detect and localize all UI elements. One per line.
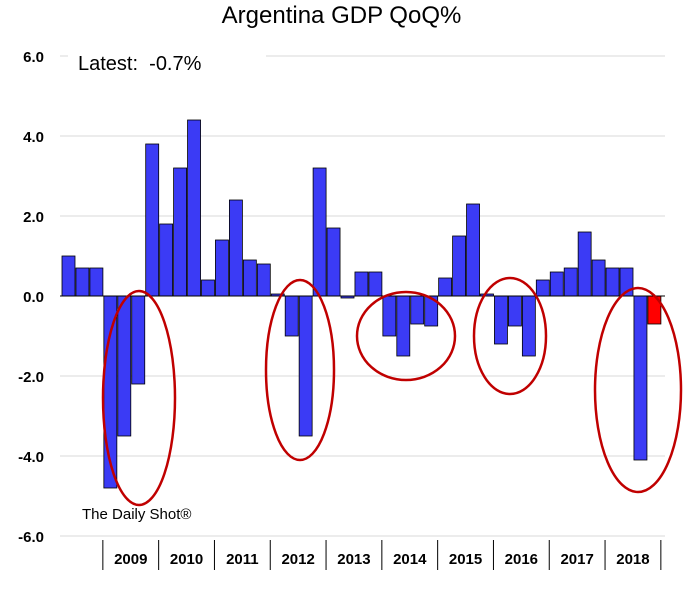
bar bbox=[173, 167, 188, 297]
highlight-circle bbox=[264, 278, 336, 462]
bar bbox=[563, 267, 578, 297]
bar bbox=[438, 277, 453, 297]
bar bbox=[633, 295, 648, 461]
year-label: 2009 bbox=[114, 551, 147, 568]
chart-title: Argentina GDP QoQ% bbox=[221, 2, 462, 29]
y-tick-label: 2.0 bbox=[23, 209, 44, 226]
bar bbox=[521, 295, 536, 357]
highlight-circle bbox=[472, 276, 548, 396]
highlight-circle bbox=[355, 290, 457, 382]
bar bbox=[535, 279, 550, 297]
bar bbox=[549, 271, 564, 297]
bar bbox=[242, 259, 257, 297]
latest-annotation: Latest: -0.7% bbox=[68, 48, 266, 80]
year-label: 2016 bbox=[505, 551, 538, 568]
year-label: 2017 bbox=[560, 551, 593, 568]
bar bbox=[577, 231, 592, 297]
bar bbox=[368, 271, 383, 297]
year-label: 2010 bbox=[170, 551, 203, 568]
bar bbox=[187, 119, 201, 297]
year-label: 2015 bbox=[449, 551, 482, 568]
bar bbox=[298, 295, 313, 437]
bars bbox=[61, 119, 662, 489]
watermark: The Daily Shot® bbox=[82, 506, 192, 523]
bar bbox=[396, 295, 411, 357]
bar bbox=[605, 267, 620, 297]
bar bbox=[507, 295, 522, 327]
bar bbox=[89, 267, 104, 297]
year-label: 2011 bbox=[226, 551, 259, 568]
bar bbox=[591, 259, 606, 297]
bar bbox=[410, 295, 425, 325]
highlight-circles bbox=[101, 276, 683, 507]
y-tick-label: 0.0 bbox=[23, 289, 44, 306]
axes: 6.0 4.0 2.0 0.0 -2.0 -4.0 -6.0 2009 2010 2011 2012… bbox=[18, 49, 665, 570]
year-label: 2014 bbox=[393, 551, 427, 568]
bar bbox=[452, 235, 467, 297]
highlight-circle bbox=[593, 286, 683, 494]
bar bbox=[494, 295, 508, 345]
bar bbox=[256, 263, 271, 297]
bar bbox=[159, 223, 174, 297]
bar bbox=[228, 199, 243, 297]
bar bbox=[312, 167, 327, 297]
bar bbox=[145, 143, 160, 297]
bar bbox=[201, 279, 215, 297]
bar bbox=[75, 267, 90, 297]
y-tick-label: 4.0 bbox=[23, 129, 44, 146]
bar bbox=[466, 203, 480, 297]
bar bbox=[131, 295, 146, 385]
bar bbox=[354, 271, 369, 297]
highlight-circle bbox=[101, 289, 177, 507]
bar bbox=[382, 295, 397, 337]
year-label: 2012 bbox=[281, 551, 314, 568]
bar bbox=[61, 255, 76, 297]
bar bbox=[284, 295, 299, 337]
y-tick-label: 6.0 bbox=[23, 49, 44, 66]
year-label: 2018 bbox=[616, 551, 649, 568]
y-tick-label: -4.0 bbox=[18, 449, 44, 466]
bar bbox=[117, 295, 132, 437]
year-label: 2013 bbox=[337, 551, 370, 568]
bar bbox=[215, 239, 229, 297]
y-tick-label: -6.0 bbox=[18, 529, 44, 546]
bar bbox=[326, 227, 341, 297]
y-tick-label: -2.0 bbox=[18, 369, 44, 386]
